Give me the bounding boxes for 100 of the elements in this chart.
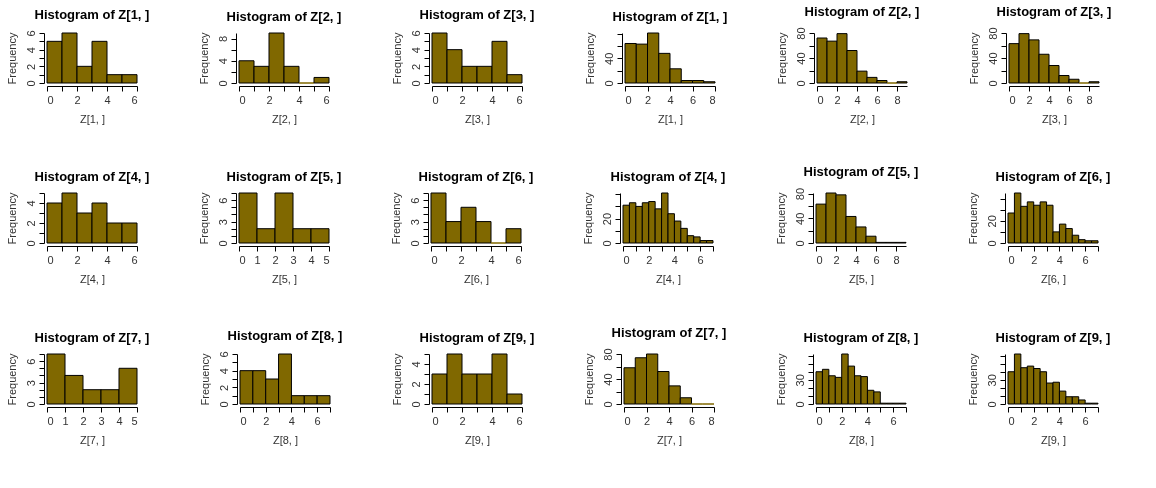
y-tick-label: 20 <box>985 215 998 228</box>
x-tick-label: 8 <box>708 414 715 427</box>
x-tick-label: 0 <box>816 414 823 427</box>
x-tick-label: 6 <box>1082 414 1089 427</box>
x-axis-title: Z[8, ] <box>272 433 299 446</box>
y-axis-title: Frequency <box>390 32 403 85</box>
chart-title: Histogram of Z[3, ] <box>419 6 535 22</box>
y-tick-label: 0 <box>409 401 422 408</box>
x-tick-label: 2 <box>833 253 840 266</box>
x-tick-label: 2 <box>1031 253 1038 266</box>
y-tick-label: 2 <box>24 220 37 227</box>
x-tick-label: 4 <box>667 93 674 106</box>
y-axis-title: Frequency <box>390 353 403 406</box>
chart-title: Histogram of Z[1, ] <box>612 9 728 25</box>
y-axis-title: Frequency <box>5 32 18 85</box>
x-axis-title: Z[7, ] <box>656 433 683 446</box>
y-tick-label: 0 <box>602 80 615 87</box>
x-tick-label: 0 <box>816 253 823 266</box>
y-tick-label: 6 <box>24 30 37 37</box>
x-tick-label: 0 <box>432 414 439 427</box>
x-tick-label: 2 <box>1026 93 1033 106</box>
x-tick-label: 0 <box>432 93 439 106</box>
x-tick-label: 4 <box>116 414 123 427</box>
x-tick-label: 2 <box>643 414 651 427</box>
y-axis-title: Frequency <box>582 353 595 406</box>
y-tick-label: 2 <box>409 63 422 70</box>
x-axis-title: Z[8, ] <box>848 433 875 446</box>
y-tick-label: 40 <box>601 373 614 386</box>
y-tick-label: 0 <box>600 240 613 247</box>
x-tick-label: 6 <box>1066 93 1073 106</box>
x-tick-label: 0 <box>47 414 54 427</box>
x-tick-label: 3 <box>98 414 105 427</box>
x-tick-label: 1 <box>62 414 69 427</box>
y-tick-label: 0 <box>24 80 37 87</box>
y-tick-label: 0 <box>217 401 230 408</box>
x-tick-label: 6 <box>1082 253 1089 266</box>
x-tick-label: 0 <box>1008 414 1015 427</box>
y-tick-label: 80 <box>793 187 806 201</box>
y-tick-label: 80 <box>601 348 614 361</box>
x-tick-label: 0 <box>431 253 438 266</box>
x-tick-label: 4 <box>666 414 673 427</box>
x-tick-label: 4 <box>104 253 111 266</box>
y-tick-label: 4 <box>24 200 37 207</box>
chart-title: Histogram of Z[4, ] <box>34 169 150 185</box>
x-tick-label: 6 <box>873 253 880 266</box>
y-tick-label: 4 <box>217 368 230 375</box>
y-tick-label: 0 <box>793 401 806 408</box>
y-tick-label: 0 <box>794 80 807 87</box>
x-tick-label: 2 <box>644 93 652 106</box>
x-tick-label: 2 <box>839 414 846 427</box>
chart-title: Histogram of Z[2, ] <box>804 3 920 19</box>
x-tick-label: 6 <box>516 414 523 427</box>
x-tick-label: 2 <box>266 93 273 106</box>
x-tick-label: 0 <box>239 253 246 266</box>
y-tick-label: 20 <box>600 212 613 226</box>
y-tick-label: 0 <box>216 80 229 87</box>
x-axis-title: Z[1, ] <box>657 112 684 125</box>
chart-title: Histogram of Z[5, ] <box>803 164 919 180</box>
x-tick-label: 4 <box>308 253 315 266</box>
x-axis-title: Z[6, ] <box>463 272 490 285</box>
y-axis-title: Frequency <box>775 32 788 85</box>
x-tick-label: 2 <box>263 414 270 427</box>
y-axis-title: Frequency <box>5 353 18 406</box>
y-axis-title: Frequency <box>581 192 594 245</box>
y-tick-label: 0 <box>601 401 614 408</box>
y-tick-label: 40 <box>602 52 615 65</box>
chart-title: Histogram of Z[2, ] <box>226 9 342 25</box>
x-tick-label: 6 <box>688 414 696 427</box>
y-tick-label: 4 <box>24 47 37 54</box>
chart-title: Histogram of Z[5, ] <box>226 169 342 185</box>
x-tick-label: 6 <box>314 414 321 427</box>
x-tick-label: 0 <box>47 93 54 106</box>
x-tick-label: 6 <box>131 93 138 106</box>
y-axis-title: Frequency <box>966 353 979 406</box>
y-tick-label: 6 <box>408 197 421 204</box>
x-axis-title: Z[9, ] <box>464 433 491 446</box>
x-tick-label: 6 <box>515 253 522 266</box>
x-tick-label: 6 <box>516 93 523 106</box>
x-tick-label: 0 <box>1009 93 1016 106</box>
x-tick-label: 2 <box>74 93 81 106</box>
x-axis-title: Z[2, ] <box>849 112 876 125</box>
chart-title: Histogram of Z[1, ] <box>34 6 150 22</box>
y-tick-label: 3 <box>216 219 229 226</box>
x-tick-label: 4 <box>104 93 111 106</box>
x-tick-label: 2 <box>80 414 87 427</box>
y-tick-label: 40 <box>986 52 999 65</box>
x-axis-title: Z[3, ] <box>1041 112 1068 125</box>
x-tick-label: 4 <box>1056 253 1063 266</box>
y-axis-title: Frequency <box>389 192 402 245</box>
x-tick-label: 1 <box>254 253 261 266</box>
y-tick-label: 3 <box>408 219 421 226</box>
x-tick-label: 4 <box>1056 414 1063 427</box>
x-tick-label: 2 <box>1031 414 1038 427</box>
x-tick-label: 0 <box>47 253 54 266</box>
y-tick-label: 40 <box>793 212 806 225</box>
y-tick-label: 80 <box>794 27 807 40</box>
x-axis-title: Z[2, ] <box>271 112 298 125</box>
y-axis-title: Frequency <box>198 353 211 406</box>
y-axis-title: Frequency <box>583 32 596 85</box>
chart-title: Histogram of Z[8, ] <box>227 327 343 343</box>
